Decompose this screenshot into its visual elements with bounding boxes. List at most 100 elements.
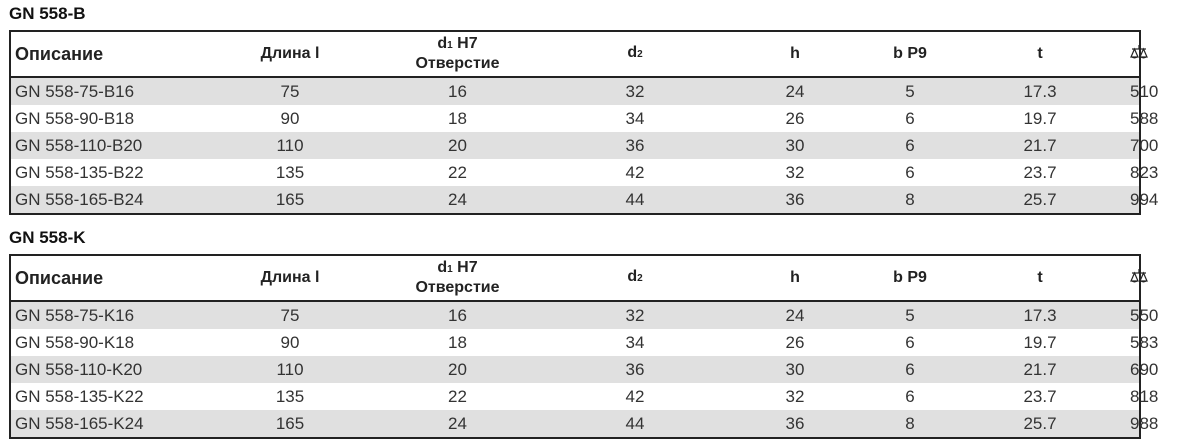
cell-weight: 583 [1130,332,1159,352]
cell-h: 36 [720,186,870,214]
cell-weight: 700 [1130,132,1158,159]
cell-length: 90 [280,108,300,128]
table-row: GN 558-165-B24 165 24 44 36 8 25.7 994 [10,186,1158,214]
col-weight [1130,255,1148,302]
cell-b: 8 [870,186,950,214]
d2-symbol: d [627,44,638,61]
cell-d2: 44 [550,186,720,214]
cell-b: 5 [870,77,950,105]
col-weight [1130,31,1148,78]
table-row: GN 558-90-K18 90 18 34 26 6 19.7 583 [10,329,1159,356]
cell-h: 30 [720,132,870,159]
header-row: Описание Длина l d1 H7 Отверстие d2 h b P… [10,255,1148,302]
cell-h: 32 [785,386,805,406]
cell-d1: 16 [365,77,550,105]
cell-description: GN 558-75-B16 [10,77,215,105]
cell-length: 165 [215,410,365,438]
cell-b: 5 [870,301,950,329]
cell-d2: 36 [550,356,720,383]
cell-t: 17.3 [950,77,1130,105]
spec-table: Описание Длина l d1 H7 Отверстие d2 h b P… [9,254,1159,439]
cell-description: GN 558-165-B24 [10,186,215,214]
cell-description: GN 558-110-K20 [10,356,215,383]
cell-d2: 42 [625,162,645,182]
cell-description: GN 558-135-K22 [15,386,144,406]
cell-description: GN 558-165-K24 [10,410,215,438]
d2-sub: 2 [637,49,643,60]
cell-length: 110 [215,132,365,159]
cell-description: GN 558-75-K16 [10,301,215,329]
cell-h: 26 [785,332,805,352]
cell-h: 36 [720,410,870,438]
col-d2: d2 [550,255,720,302]
cell-description: GN 558-90-B18 [15,108,135,128]
table-row: GN 558-110-B20 110 20 36 30 6 21.7 700 [10,132,1158,159]
cell-d2: 32 [550,301,720,329]
cell-weight: 823 [1130,162,1159,182]
col-t: t [950,255,1130,302]
d1-symbol: d [437,35,448,52]
col-description: Описание [10,255,215,302]
col-b: b P9 [870,31,950,78]
table-row: GN 558-135-K22 135 22 42 32 6 23.7 818 [10,383,1159,410]
spec-table: Описание Длина l d1 H7 Отверстие d2 h b P… [9,30,1159,215]
cell-d1: 24 [365,410,550,438]
d1-sub: 1 [447,40,453,51]
cell-description: GN 558-135-B22 [15,162,144,182]
scale-weight-icon [1130,44,1148,58]
cell-length: 75 [215,301,365,329]
d2-sub: 2 [637,273,643,284]
cell-h: 26 [785,108,805,128]
d1-tolerance: H7 [457,259,478,276]
cell-d2: 44 [550,410,720,438]
cell-d2: 36 [550,132,720,159]
cell-length: 90 [280,332,300,352]
cell-h: 24 [720,77,870,105]
cell-weight: 510 [1130,77,1158,105]
col-d2: d2 [550,31,720,78]
cell-t: 19.7 [1023,332,1057,352]
cell-weight: 818 [1130,386,1159,406]
cell-b: 6 [870,132,950,159]
cell-h: 32 [785,162,805,182]
col-t: t [950,31,1130,78]
table-row: GN 558-90-B18 90 18 34 26 6 19.7 588 [10,105,1159,132]
cell-t: 21.7 [950,356,1130,383]
cell-d2: 34 [625,108,645,128]
cell-weight: 550 [1130,301,1158,329]
cell-description: GN 558-110-B20 [10,132,215,159]
col-length: Длина l [215,255,365,302]
table-row: GN 558-110-K20 110 20 36 30 6 21.7 690 [10,356,1158,383]
cell-length: 110 [215,356,365,383]
table-row: GN 558-75-K16 75 16 32 24 5 17.3 550 [10,301,1158,329]
cell-d2: 42 [625,386,645,406]
cell-b: 6 [905,332,915,352]
cell-length: 75 [215,77,365,105]
table-row: GN 558-75-B16 75 16 32 24 5 17.3 510 [10,77,1158,105]
table-title: GN 558-B [9,4,86,23]
cell-weight: 994 [1130,186,1158,214]
cell-d1: 22 [448,162,467,182]
cell-weight: 690 [1130,356,1158,383]
d1-label: Отверстие [415,55,500,72]
table-row: GN 558-165-K24 165 24 44 36 8 25.7 988 [10,410,1158,438]
cell-t: 17.3 [950,301,1130,329]
col-d1: d1 H7 Отверстие [365,255,550,302]
col-h: h [720,255,870,302]
cell-d1: 20 [365,356,550,383]
cell-t: 23.7 [1023,162,1057,182]
d1-tolerance: H7 [457,35,478,52]
col-b: b P9 [870,255,950,302]
cell-t: 19.7 [1023,108,1057,128]
d1-label: Отверстие [415,279,500,296]
cell-t: 25.7 [950,186,1130,214]
cell-b: 6 [905,162,915,182]
cell-weight: 588 [1130,108,1159,128]
cell-h: 24 [720,301,870,329]
col-description: Описание [10,31,215,78]
d1-symbol: d [437,259,448,276]
cell-t: 21.7 [950,132,1130,159]
cell-b: 8 [870,410,950,438]
cell-length: 135 [275,386,305,406]
d2-symbol: d [627,268,638,285]
